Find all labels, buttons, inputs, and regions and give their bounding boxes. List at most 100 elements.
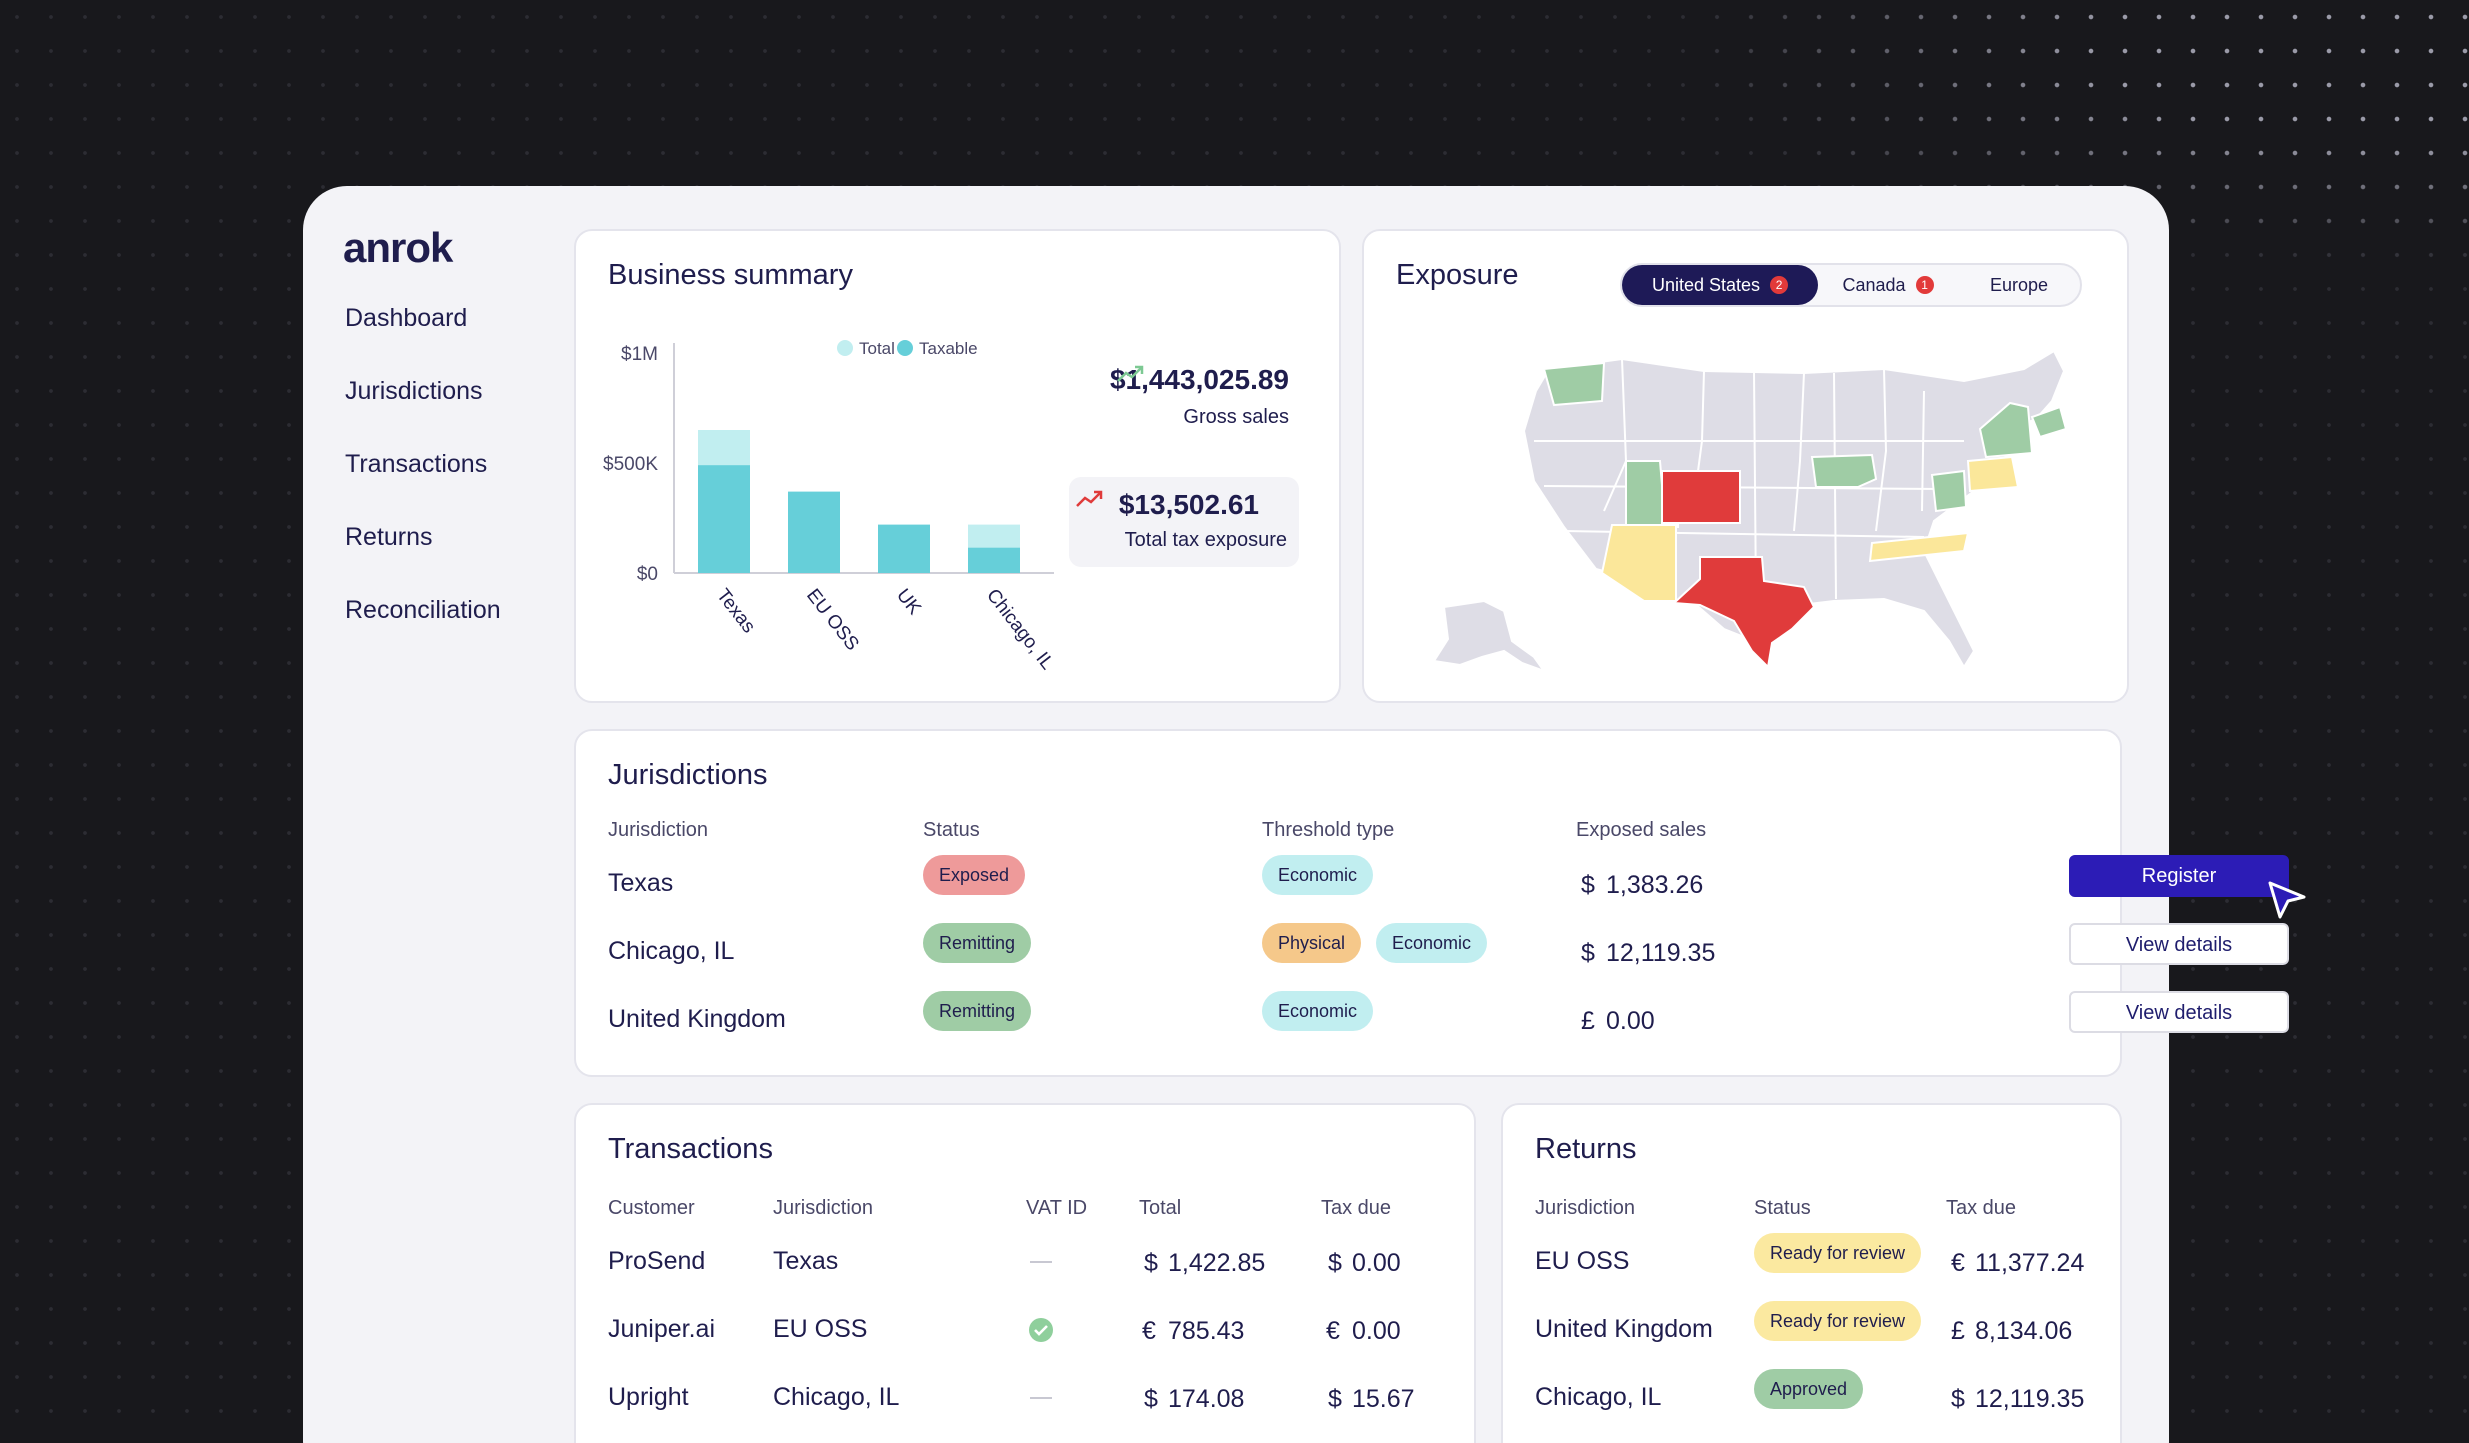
customer-name[interactable]: Upright	[608, 1383, 689, 1411]
col-header-jurisdiction: Jurisdiction	[608, 819, 709, 841]
state-iowa	[1810, 453, 1878, 488]
nav-dashboard[interactable]: Dashboard	[345, 304, 468, 332]
view-details-button[interactable]: View details	[2069, 923, 2289, 965]
state-new-england	[2030, 405, 2068, 439]
sidebar-nav: Dashboard Jurisdictions Transactions Ret…	[345, 298, 501, 663]
gross-sales-metric: $1,443,025.89 Gross sales	[1110, 364, 1289, 429]
customer-name[interactable]: Juniper.ai	[608, 1315, 716, 1343]
currency-symbol: $	[1144, 1249, 1158, 1277]
business-summary-title: Business summary	[608, 259, 853, 291]
return-jurisdiction[interactable]: Chicago, IL	[1535, 1383, 1662, 1411]
returns-title: Returns	[1535, 1133, 1637, 1165]
alaska-shape	[1432, 599, 1547, 674]
legend-swatch	[897, 340, 913, 356]
jurisdiction-name: United Kingdom	[608, 1005, 786, 1033]
customer-name[interactable]: ProSend	[608, 1247, 706, 1275]
y-tick-label: $500K	[603, 454, 658, 475]
nav-returns[interactable]: Returns	[345, 523, 433, 551]
legend-label: Total	[859, 339, 895, 358]
threshold-badge: Physical	[1262, 923, 1362, 963]
currency-symbol: £	[1581, 1007, 1595, 1035]
state-pennsylvania	[1966, 455, 2020, 493]
x-tick-label: Texas	[712, 585, 759, 637]
return-jurisdiction[interactable]: United Kingdom	[1535, 1315, 1713, 1343]
currency-symbol: £	[1951, 1317, 1965, 1345]
nav-transactions[interactable]: Transactions	[345, 450, 488, 478]
transaction-tax: 15.67	[1352, 1385, 1415, 1413]
state-new-york	[1978, 401, 2034, 459]
currency-symbol: €	[1951, 1249, 1965, 1277]
currency-symbol: $	[1581, 939, 1595, 967]
currency-symbol: $	[1581, 871, 1595, 899]
bar-taxable	[968, 547, 1020, 573]
col-header-exposed-sales: Exposed sales	[1576, 819, 1707, 841]
exposed-sales-value: 12,119.35	[1606, 939, 1716, 967]
status-badge: Ready for review	[1754, 1233, 1922, 1273]
app-window: anrok Dashboard Jurisdictions Transactio…	[303, 186, 2306, 1443]
transaction-total: 174.08	[1168, 1385, 1245, 1413]
transactions-title: Transactions	[608, 1133, 773, 1165]
legend-label: Taxable	[919, 339, 978, 358]
view-details-button[interactable]: View details	[2069, 991, 2289, 1033]
status-badge: Ready for review	[1754, 1301, 1922, 1341]
col-header-threshold: Threshold type	[1262, 819, 1395, 841]
transaction-tax: 0.00	[1352, 1249, 1401, 1277]
col-header-jurisdiction: Jurisdiction	[773, 1197, 874, 1219]
return-tax-due: 8,134.06	[1975, 1317, 2073, 1345]
x-tick-label: UK	[892, 585, 925, 619]
returns-card: Returns Jurisdiction Status Tax due EU O…	[1501, 1103, 2122, 1443]
return-tax-due: 11,377.24	[1975, 1249, 2085, 1277]
jurisdictions-title: Jurisdictions	[608, 759, 768, 791]
currency-symbol: $	[1144, 1385, 1158, 1413]
tax-exposure-label: Total tax exposure	[1124, 529, 1287, 551]
col-header-tax-due: Tax due	[1946, 1197, 2017, 1219]
bar-taxable	[698, 465, 750, 573]
nav-jurisdictions[interactable]: Jurisdictions	[345, 377, 483, 405]
anrok-logo: anrok	[343, 224, 453, 271]
notification-badge: 2	[1770, 276, 1789, 294]
exposure-title: Exposure	[1396, 259, 1519, 291]
exposed-sales-value: 1,383.26	[1606, 871, 1704, 899]
transaction-total: 1,422.85	[1168, 1249, 1266, 1277]
col-header-tax-due: Tax due	[1321, 1197, 1392, 1219]
col-header-vat-id: VAT ID	[1026, 1197, 1088, 1219]
jurisdictions-card: Jurisdictions Jurisdiction Status Thresh…	[574, 729, 2306, 1077]
gross-sales-label: Gross sales	[1183, 406, 1289, 428]
threshold-badge: Economic	[1262, 855, 1374, 895]
exposed-sales-value: 0.00	[1606, 1007, 1655, 1035]
threshold-badge: Economic	[1262, 991, 1374, 1031]
legend-swatch	[837, 340, 853, 356]
currency-symbol: €	[1142, 1317, 1156, 1345]
bar-taxable	[788, 491, 840, 573]
tab-canada[interactable]: Canada 1	[1818, 265, 1958, 305]
col-header-status: Status	[923, 819, 980, 841]
tab-united-states[interactable]: United States 2	[1622, 265, 1818, 305]
currency-symbol: €	[1326, 1317, 1340, 1345]
jurisdiction-name: Chicago, IL	[608, 937, 735, 965]
threshold-badge: Economic	[1376, 923, 1488, 963]
state-tennessee	[1868, 531, 1970, 563]
transaction-jurisdiction: Chicago, IL	[773, 1383, 900, 1411]
state-texas	[1671, 556, 1816, 670]
trend-up-icon	[1117, 365, 1144, 382]
transaction-tax: 0.00	[1352, 1317, 1401, 1345]
nav-reconciliation[interactable]: Reconciliation	[345, 596, 501, 624]
business-summary-card: Business summary $1M $500K $0 Total Taxable T…	[574, 229, 1341, 703]
exposure-card: Exposure United States 2 Canada 1 Europe	[1362, 229, 2129, 703]
state-ohio	[1930, 469, 1968, 513]
state-colorado	[1661, 470, 1741, 524]
col-header-total: Total	[1139, 1197, 1182, 1219]
tax-exposure-metric: $13,502.61 Total tax exposure	[1069, 477, 1299, 567]
summary-bar-chart: $1M $500K $0 Total Taxable Texas EU OSS UK Chica…	[603, 339, 1058, 674]
register-button[interactable]: Register	[2069, 855, 2289, 897]
y-tick-label: $1M	[621, 344, 658, 365]
tax-exposure-value: $13,502.61	[1118, 489, 1259, 520]
x-tick-label: EU OSS	[802, 585, 863, 655]
tab-europe[interactable]: Europe	[1989, 274, 2049, 295]
no-vat-dash-icon	[1030, 1261, 1052, 1263]
transactions-card: Transactions Customer Jurisdiction VAT I…	[574, 1103, 1476, 1443]
jurisdiction-name: Texas	[608, 869, 674, 897]
return-jurisdiction[interactable]: EU OSS	[1535, 1247, 1630, 1275]
col-header-jurisdiction: Jurisdiction	[1535, 1197, 1636, 1219]
status-badge: Exposed	[923, 855, 1026, 895]
